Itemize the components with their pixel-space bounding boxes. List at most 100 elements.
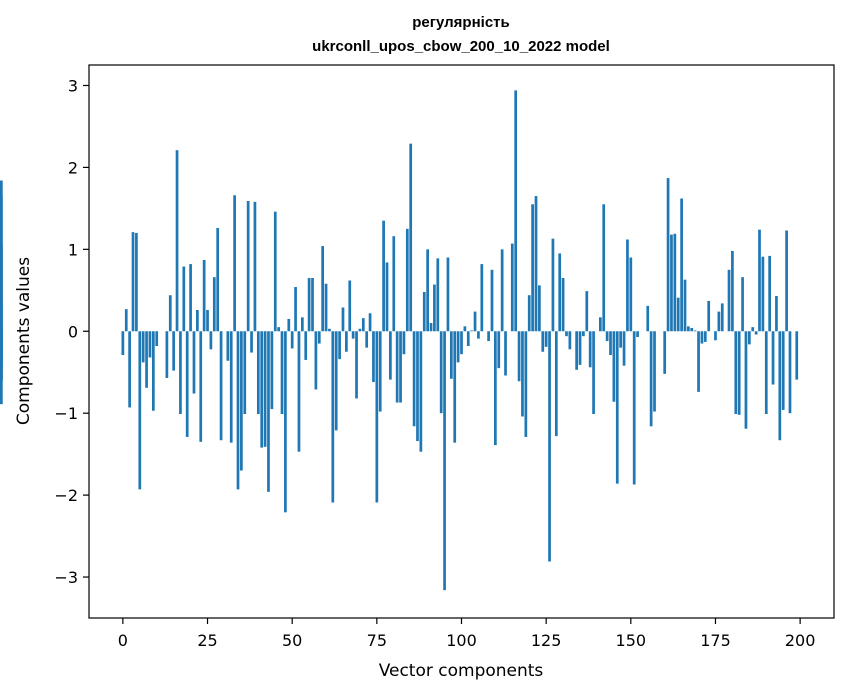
bar-27 [212, 277, 216, 332]
bar-146 [615, 331, 619, 484]
bar-176 [717, 311, 721, 332]
bar-194 [778, 331, 782, 441]
bar-169 [693, 330, 697, 332]
x-axis-label: Vector components [379, 661, 544, 681]
bar-179 [727, 269, 731, 332]
bar-38 [250, 331, 253, 353]
bar-69 [355, 331, 358, 399]
bar-103 [470, 330, 474, 332]
bar-141 [598, 317, 602, 332]
bar-33 [233, 195, 236, 332]
x-tick-label-75: 75 [367, 631, 387, 650]
bar-25 [206, 309, 209, 332]
plot-frame [88, 64, 835, 619]
bar-148 [622, 331, 626, 366]
bar-125 [544, 331, 548, 347]
bar-113 [504, 331, 507, 376]
bar-45 [273, 211, 277, 332]
chart-title: регулярність [412, 14, 509, 31]
bar-104 [473, 311, 477, 332]
bar-199 [795, 331, 799, 380]
bar-50 [290, 331, 294, 349]
bar-99 [456, 331, 460, 363]
bar-167 [687, 326, 690, 332]
bar-53 [300, 317, 304, 332]
bar-56 [311, 278, 314, 332]
x-tick-label-200: 200 [785, 631, 816, 650]
bar-20 [189, 264, 192, 332]
bar-78 [385, 262, 389, 332]
bar-155 [646, 305, 650, 332]
bar-110 [494, 331, 497, 446]
bar-undefined [0, 246, 3, 332]
bar-26 [209, 331, 213, 350]
bar-0 [121, 331, 125, 356]
bar-165 [680, 198, 683, 332]
bar-138 [588, 331, 592, 368]
bar-192 [771, 331, 775, 385]
bar-29 [219, 331, 223, 441]
bar-32 [229, 331, 233, 443]
bar-54 [304, 331, 308, 360]
x-tick-label-50: 50 [282, 631, 302, 650]
bar-137 [585, 291, 589, 332]
bar-160 [663, 331, 667, 374]
bar-series [0, 90, 799, 591]
bar-77 [382, 220, 385, 332]
bar-93 [436, 258, 440, 332]
bar-149 [626, 239, 629, 332]
y-tick-label--3: −3 [54, 568, 78, 587]
bar-151 [632, 331, 636, 485]
bar-73 [368, 313, 372, 332]
bar-41 [260, 331, 264, 448]
bar-188 [758, 229, 761, 332]
bar-47 [280, 331, 284, 415]
bar-57 [314, 331, 318, 390]
bar-6 [141, 331, 145, 363]
x-tick-label-0: 0 [118, 631, 128, 650]
bar-87 [416, 331, 419, 442]
bar-163 [673, 233, 677, 332]
bar-79 [389, 331, 392, 380]
bar-37 [246, 201, 250, 332]
bar-142 [602, 204, 606, 332]
bar-115 [510, 243, 514, 332]
x-tick-label-175: 175 [700, 631, 731, 650]
bar-16 [175, 150, 179, 332]
bar-128 [554, 331, 558, 437]
x-tick-label-150: 150 [616, 631, 647, 650]
bar-164 [676, 297, 680, 332]
bar-111 [497, 331, 501, 369]
bar-88 [419, 331, 423, 452]
bar-9 [151, 331, 155, 411]
bar-61 [328, 328, 331, 332]
bar-46 [277, 327, 280, 332]
bar-17 [179, 331, 182, 415]
bar-173 [707, 300, 711, 332]
bar-22 [196, 309, 199, 332]
x-tick-label-125: 125 [531, 631, 562, 650]
bar-98 [453, 331, 457, 443]
bar-85 [409, 143, 413, 332]
bar-195 [781, 331, 785, 410]
bar-90 [426, 249, 429, 332]
bar-19 [185, 331, 189, 437]
bar-86 [412, 331, 416, 427]
y-tick-label-0: 0 [68, 322, 78, 341]
bar-71 [361, 318, 365, 332]
bar-108 [487, 331, 490, 342]
bar-131 [565, 331, 568, 337]
bar-13 [165, 331, 169, 378]
chart-subtitle: ukrconll_upos_cbow_200_10_2022 model [312, 38, 610, 55]
bar-185 [747, 331, 751, 345]
bar-126 [548, 331, 551, 562]
bar-100 [460, 331, 463, 355]
bar-34 [236, 331, 240, 490]
bar-152 [636, 331, 639, 337]
bar-182 [737, 331, 741, 415]
bar-7 [145, 331, 148, 388]
bar-102 [466, 331, 470, 347]
bar-undefined [0, 331, 3, 357]
bar-193 [775, 296, 778, 332]
bar-112 [500, 249, 504, 332]
